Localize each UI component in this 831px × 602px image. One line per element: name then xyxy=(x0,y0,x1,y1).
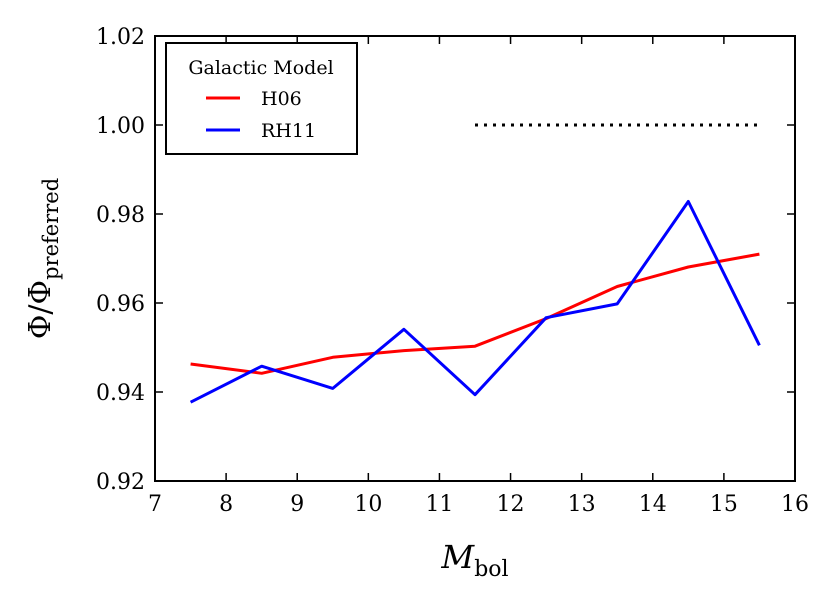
y-tick-label: 1.00 xyxy=(96,114,145,139)
series-line-rh11 xyxy=(189,200,761,404)
x-tick-label: 15 xyxy=(710,492,738,517)
legend-label-h06: H06 xyxy=(261,88,302,110)
y-tick-label: 0.92 xyxy=(96,470,145,495)
x-tick-label: 9 xyxy=(290,492,304,517)
x-axis-label: Mbol xyxy=(440,538,508,582)
y-axis-label-main: Φ/Φ xyxy=(23,280,58,339)
x-tick-label: 16 xyxy=(781,492,809,517)
x-tick-label: 14 xyxy=(639,492,667,517)
x-axis-label-main: M xyxy=(440,538,475,576)
x-tick-label: 11 xyxy=(425,492,453,517)
plot-frame xyxy=(154,35,796,482)
y-axis-label-sub: preferred xyxy=(39,178,63,280)
x-tick-label: 12 xyxy=(497,492,525,517)
y-axis-label: Φ/Φpreferred xyxy=(23,178,63,339)
y-tick-label: 1.02 xyxy=(96,25,145,50)
x-tick-label: 8 xyxy=(219,492,233,517)
legend: Galactic Model H06 RH11 xyxy=(165,42,358,155)
series-line-h06 xyxy=(190,252,760,375)
legend-label-rh11: RH11 xyxy=(261,120,316,142)
y-tick-label: 0.94 xyxy=(96,381,145,406)
y-tick-label: 0.98 xyxy=(96,203,145,228)
x-tick-label: 7 xyxy=(148,492,162,517)
legend-title: Galactic Model xyxy=(188,57,333,79)
plot-area xyxy=(189,123,761,404)
x-tick-label: 10 xyxy=(354,492,382,517)
x-axis-label-sub: bol xyxy=(474,557,508,582)
legend-box xyxy=(165,42,358,155)
x-tick-label: 13 xyxy=(568,492,596,517)
y-tick-label: 0.96 xyxy=(96,292,145,317)
axis-ticks: 7 8 9 10 11 12 13 14 15 16 0.92 0.94 0.96 0.98 1.00 1.0… xyxy=(96,25,809,517)
